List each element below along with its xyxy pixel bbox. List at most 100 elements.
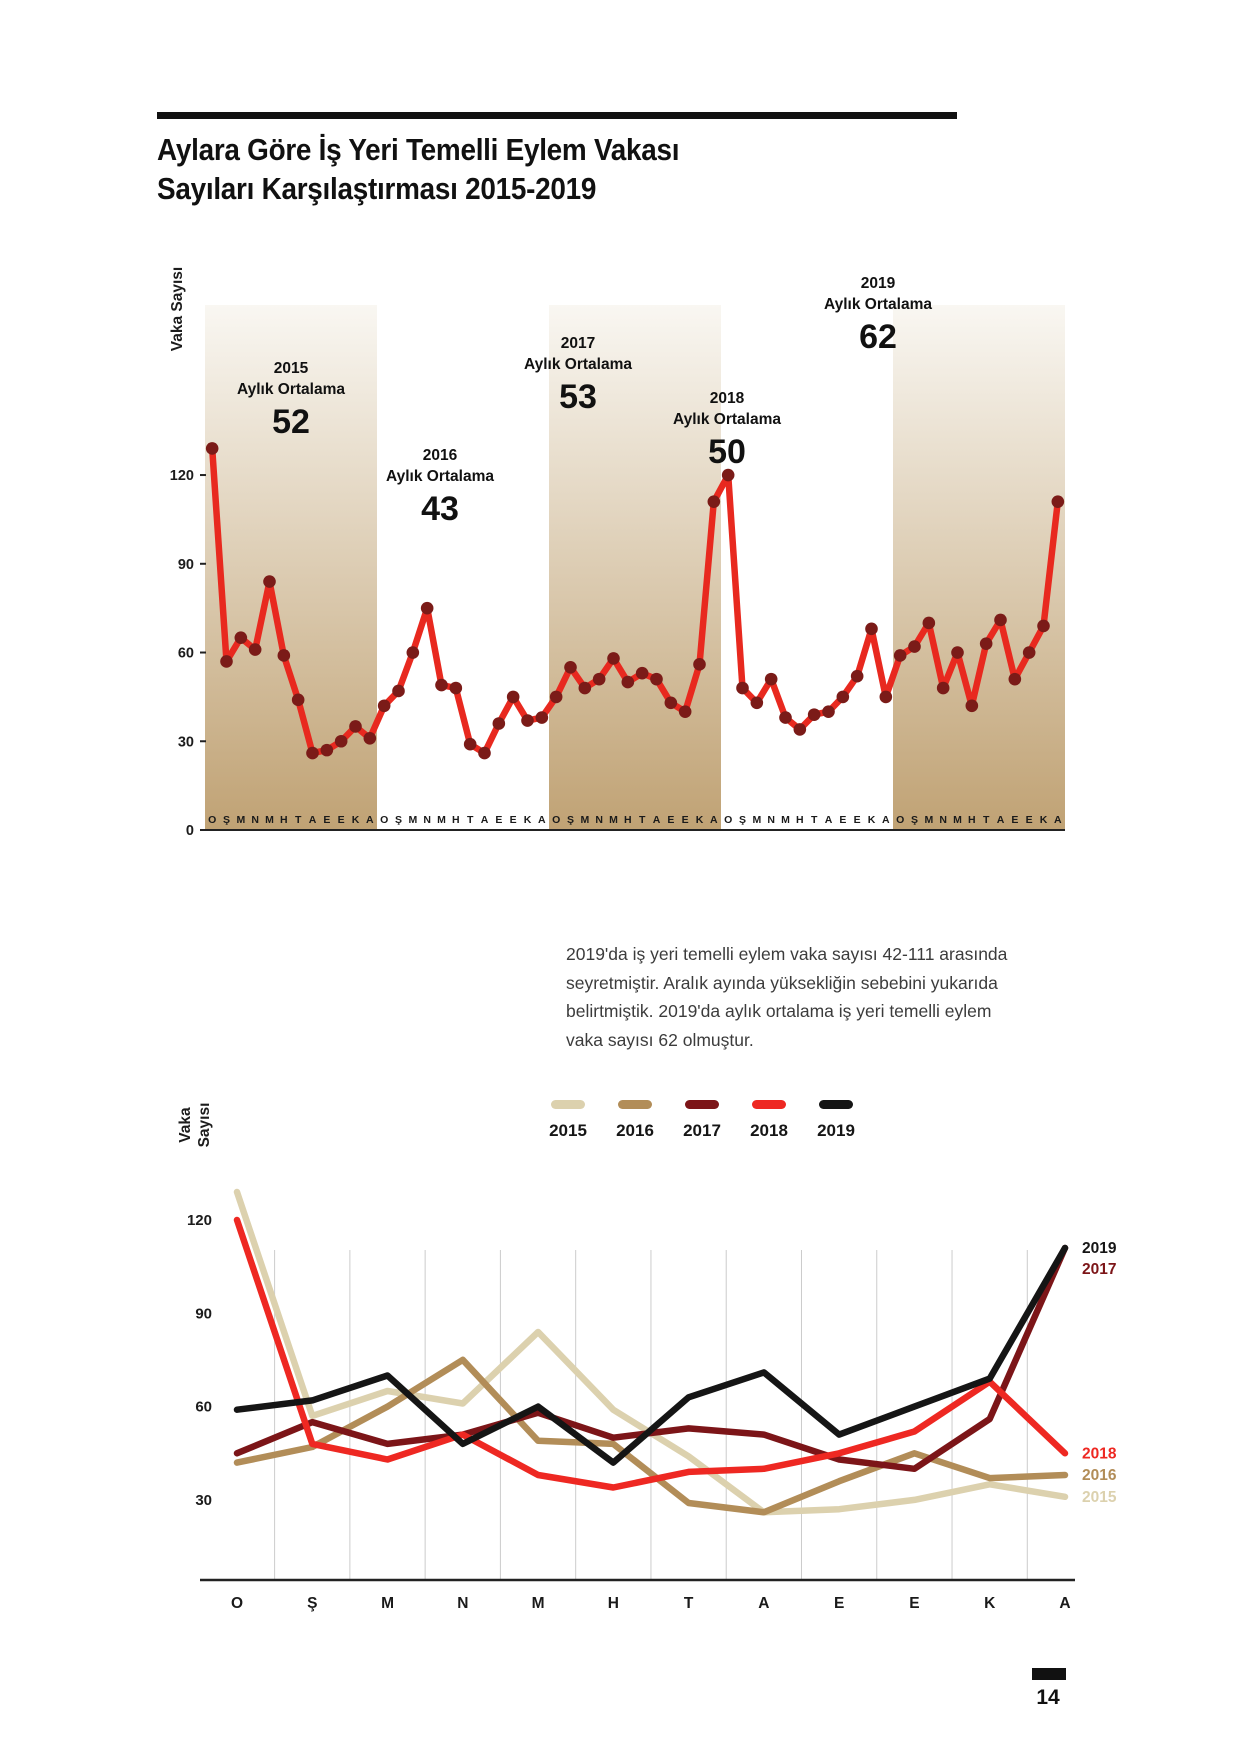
y-tick-label: 60 bbox=[178, 646, 194, 662]
month-letter: Ş bbox=[739, 814, 746, 826]
y-tick-label: 120 bbox=[170, 468, 194, 484]
timeline-point bbox=[535, 711, 549, 724]
timeline-point bbox=[922, 616, 936, 630]
y-tick-label: 90 bbox=[195, 1305, 212, 1322]
timeline-point bbox=[607, 652, 620, 665]
footer-bar bbox=[1032, 1668, 1066, 1680]
month-letter: A bbox=[366, 814, 374, 826]
timeline-point bbox=[908, 640, 921, 653]
month-letter: O bbox=[208, 814, 216, 826]
page-title-line2: Sayıları Karşılaştırması 2015-2019 bbox=[157, 171, 597, 206]
timeline-point bbox=[220, 655, 233, 668]
year-average-annotation-2016: 2016 Aylık Ortalama 43 bbox=[386, 445, 494, 529]
month-letter: M bbox=[236, 814, 245, 826]
timeline-point bbox=[449, 681, 463, 695]
annotation-label: Aylık Ortalama bbox=[237, 381, 345, 398]
timeline-point bbox=[621, 675, 635, 689]
timeline-point bbox=[578, 681, 592, 695]
timeline-point bbox=[564, 661, 577, 674]
month-label: Ş bbox=[307, 1595, 317, 1612]
month-label: A bbox=[758, 1595, 769, 1612]
legend-item-2019: 2019 bbox=[816, 1100, 856, 1141]
overlay-chart: 30 60 90 120 O Ş M N M H T A E E K A 2019 2017 2018 2016 201… bbox=[187, 1188, 1117, 1612]
month-label: K bbox=[984, 1595, 996, 1612]
timeline-point bbox=[836, 690, 850, 704]
month-label: H bbox=[608, 1595, 619, 1612]
month-letter: E bbox=[682, 814, 689, 826]
timeline-point bbox=[994, 613, 1007, 627]
month-letter: A bbox=[538, 814, 546, 826]
year-average-annotation-2019: 2019 Aylık Ortalama 62 bbox=[824, 273, 932, 357]
month-label: M bbox=[381, 1595, 394, 1612]
month-letter: A bbox=[882, 814, 890, 826]
annotation-year: 2018 bbox=[709, 390, 745, 407]
month-letter: M bbox=[781, 814, 790, 826]
month-letter: N bbox=[251, 814, 259, 826]
y-tick-label: 30 bbox=[178, 734, 194, 750]
month-letter: M bbox=[953, 814, 962, 826]
timeline-point bbox=[205, 442, 219, 455]
y-tick-label: 60 bbox=[195, 1399, 212, 1416]
timeline-point bbox=[635, 666, 649, 680]
timeline-point bbox=[349, 720, 362, 733]
legend-label: 2015 bbox=[549, 1121, 587, 1140]
timeline-point bbox=[793, 723, 807, 736]
timeline-point bbox=[879, 690, 893, 704]
timeline-point bbox=[334, 734, 348, 748]
month-letter: K bbox=[352, 814, 360, 826]
month-label: E bbox=[834, 1595, 844, 1612]
timeline-point bbox=[650, 672, 663, 686]
timeline-point bbox=[521, 714, 534, 727]
timeline-point bbox=[320, 743, 334, 757]
month-letter: M bbox=[265, 814, 274, 826]
month-letter: Ş bbox=[911, 814, 918, 826]
month-letter: M bbox=[408, 814, 417, 826]
annotation-label: Aylık Ortalama bbox=[524, 356, 632, 373]
month-label: T bbox=[684, 1595, 694, 1612]
commentary-paragraph: 2019'da iş yeri temelli eylem vaka sayıs… bbox=[566, 944, 1008, 1050]
y-tick-label: 120 bbox=[187, 1212, 212, 1229]
month-letter: A bbox=[653, 814, 661, 826]
page-title-line1: Aylara Göre İş Yeri Temelli Eylem Vakası bbox=[157, 132, 680, 167]
legend-label: 2016 bbox=[616, 1121, 654, 1140]
timeline-point bbox=[779, 711, 792, 724]
year-band-2015 bbox=[205, 305, 377, 830]
timeline-point bbox=[822, 705, 835, 718]
timeline-point bbox=[478, 746, 491, 760]
month-letter: K bbox=[524, 814, 532, 826]
legend-swatch-2019 bbox=[819, 1100, 853, 1109]
timeline-point bbox=[1008, 672, 1022, 686]
annotation-value: 52 bbox=[272, 403, 310, 441]
month-label: M bbox=[532, 1595, 545, 1612]
timeline-point bbox=[392, 684, 405, 698]
legend-item-2016: 2016 bbox=[615, 1100, 655, 1141]
timeline-point bbox=[549, 690, 563, 704]
month-letter: O bbox=[380, 814, 388, 826]
month-letter: E bbox=[323, 814, 330, 826]
month-letter: H bbox=[280, 814, 288, 826]
year-average-annotation-2018: 2018 Aylık Ortalama 50 bbox=[673, 388, 781, 472]
month-label: O bbox=[231, 1595, 243, 1612]
timeline-point bbox=[865, 622, 878, 636]
annotation-year: 2019 bbox=[860, 275, 896, 292]
month-letter: K bbox=[1040, 814, 1048, 826]
timeline-point bbox=[951, 646, 964, 659]
timeline-point bbox=[678, 705, 692, 718]
timeline-point bbox=[707, 495, 721, 508]
month-letter: K bbox=[868, 814, 876, 826]
series-end-label-2019: 2019 bbox=[1082, 1240, 1117, 1257]
legend-swatch-2016 bbox=[618, 1100, 652, 1109]
timeline-point bbox=[435, 678, 448, 692]
title-rule bbox=[157, 112, 957, 119]
annotation-label: Aylık Ortalama bbox=[386, 468, 494, 485]
timeline-point bbox=[979, 637, 993, 650]
month-letter: T bbox=[295, 814, 302, 826]
timeline-point bbox=[807, 708, 821, 721]
timeline-point bbox=[750, 696, 764, 710]
month-letter: A bbox=[710, 814, 718, 826]
timeline-point bbox=[291, 693, 305, 707]
month-letter: E bbox=[839, 814, 846, 826]
annotation-label: Aylık Ortalama bbox=[824, 296, 932, 313]
month-letter: M bbox=[752, 814, 761, 826]
series-line-2018 bbox=[233, 1216, 1069, 1491]
